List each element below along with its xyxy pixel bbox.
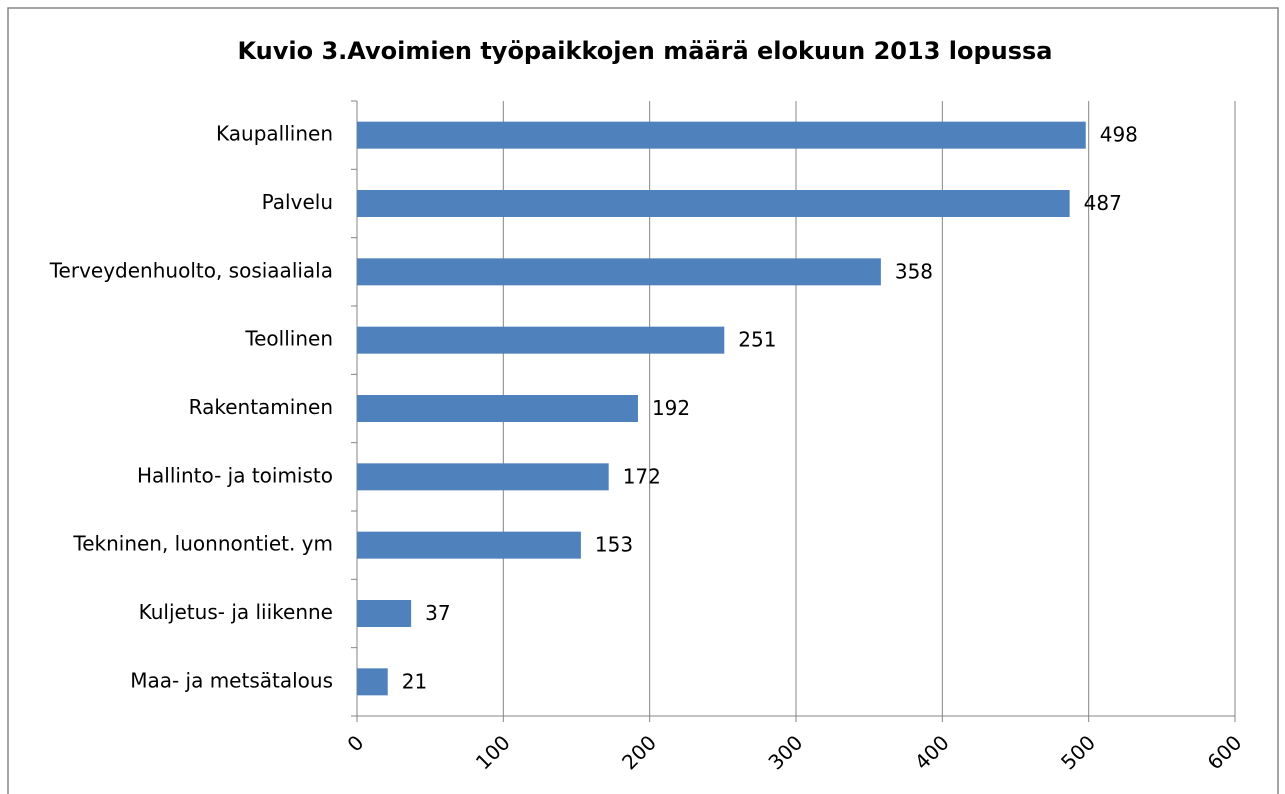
y-tick-label: Palvelu [262, 190, 333, 214]
bar [357, 190, 1070, 217]
data-label: 37 [425, 601, 450, 625]
y-tick-label: Tekninen, luonnontiet. ym [72, 532, 333, 556]
bar [357, 121, 1086, 149]
y-tick-label: Terveydenhuolto, sosiaaliala [49, 258, 333, 282]
y-tick-label: Hallinto- ja toimisto [137, 463, 333, 487]
bar [357, 463, 609, 491]
bar [357, 326, 725, 354]
data-label: 21 [402, 669, 427, 693]
data-label: 153 [595, 533, 633, 557]
bar [357, 395, 638, 422]
data-label: 498 [1100, 123, 1138, 147]
y-tick-label: Kaupallinen [216, 122, 333, 146]
bar [357, 531, 581, 559]
data-label: 172 [623, 464, 661, 488]
y-tick-label: Rakentaminen [189, 395, 333, 419]
bar [357, 258, 881, 286]
data-label: 251 [738, 328, 776, 352]
y-tick-label: Kuljetus- ja liikenne [139, 600, 333, 624]
data-label: 487 [1084, 191, 1122, 215]
data-label: 192 [652, 396, 690, 420]
bar [357, 668, 388, 696]
chart-title: Kuvio 3.Avoimien työpaikkojen määrä elok… [238, 37, 1053, 65]
bar [357, 600, 412, 627]
data-label: 358 [895, 259, 933, 283]
y-tick-label: Teollinen [244, 327, 333, 351]
y-tick-label: Maa- ja metsätalous [130, 668, 333, 692]
